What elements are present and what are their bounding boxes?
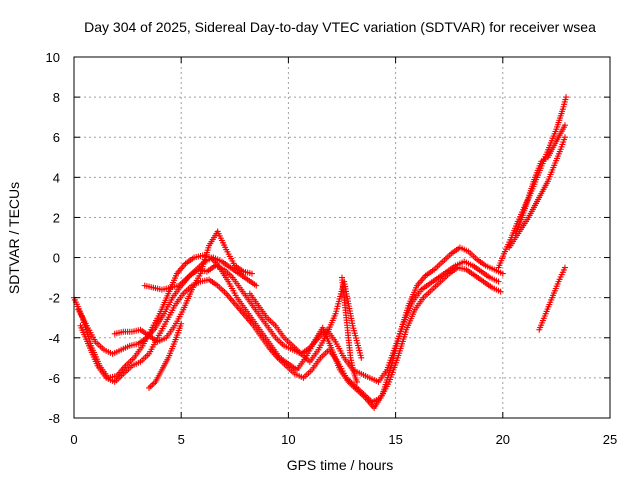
x-axis-label: GPS time / hours xyxy=(287,457,394,473)
data-point xyxy=(358,354,365,361)
data-series xyxy=(536,264,568,333)
y-tick-label: -6 xyxy=(48,371,60,386)
data-points xyxy=(71,94,570,411)
y-tick-label: 0 xyxy=(53,251,60,266)
data-point xyxy=(253,282,260,289)
data-series xyxy=(77,264,504,405)
x-tick-label: 0 xyxy=(70,432,77,447)
x-tick-label: 25 xyxy=(603,432,617,447)
y-tick-label: 10 xyxy=(46,50,60,65)
plot-frame xyxy=(73,56,611,419)
data-series xyxy=(506,134,568,251)
data-series xyxy=(111,228,255,345)
x-tick-label: 20 xyxy=(496,432,510,447)
data-point xyxy=(178,320,185,327)
y-tick-label: -8 xyxy=(48,411,60,426)
data-point xyxy=(561,134,568,141)
data-series xyxy=(146,320,185,391)
y-axis-label: SDTVAR / TECUs xyxy=(6,182,22,294)
data-series xyxy=(339,274,361,385)
y-tick-label: 6 xyxy=(53,130,60,145)
axis-ticks: 0 5 10 15 20 25 -8 -6 -4 -2 0 2 4 6 8 10 xyxy=(46,50,618,447)
grid xyxy=(74,57,610,418)
data-point xyxy=(354,378,361,385)
data-series xyxy=(141,254,260,293)
y-tick-label: -2 xyxy=(48,291,60,306)
data-point xyxy=(561,264,568,271)
y-tick-label: 8 xyxy=(53,90,60,105)
y-tick-label: 4 xyxy=(53,170,60,185)
data-point xyxy=(561,122,568,129)
data-series xyxy=(246,278,365,365)
x-tick-label: 10 xyxy=(281,432,295,447)
data-point xyxy=(248,270,255,277)
x-tick-label: 15 xyxy=(388,432,402,447)
data-series xyxy=(512,122,568,237)
chart-title: Day 304 of 2025, Sidereal Day-to-day VTE… xyxy=(84,19,596,35)
data-series xyxy=(75,258,502,385)
y-tick-label: 2 xyxy=(53,210,60,225)
data-point xyxy=(499,270,506,277)
data-point xyxy=(563,94,570,101)
y-tick-label: -4 xyxy=(48,331,60,346)
data-point xyxy=(495,278,502,285)
data-point xyxy=(497,288,504,295)
x-tick-label: 5 xyxy=(178,432,185,447)
